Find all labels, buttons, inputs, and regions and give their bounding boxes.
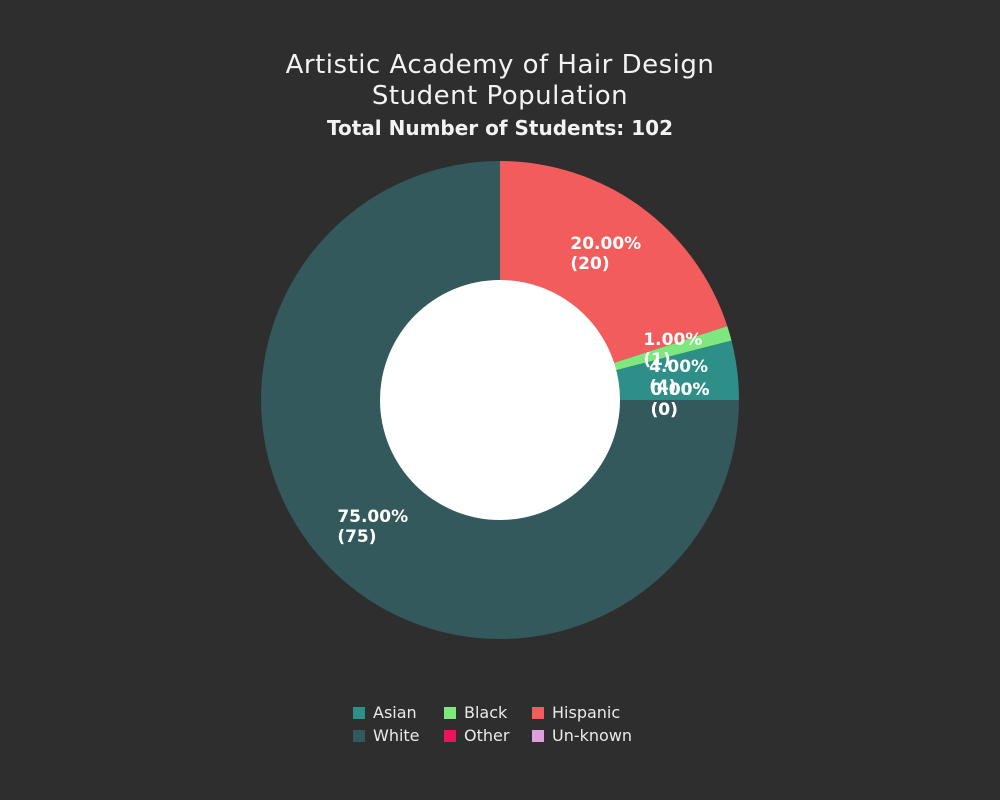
legend: Asian Black Hispanic White Other Un-known — [353, 701, 632, 747]
legend-item-hispanic: Hispanic — [532, 702, 632, 722]
legend-label: Asian — [373, 702, 417, 722]
legend-label: Other — [464, 725, 510, 745]
legend-item-un-known: Un-known — [532, 725, 633, 745]
chart-title-line1: Artistic Academy of Hair Design — [285, 50, 715, 80]
legend-label: Black — [464, 702, 508, 722]
legend-swatch — [444, 706, 456, 719]
legend-swatch — [353, 706, 365, 719]
legend-swatch — [532, 729, 544, 742]
legend-item-black: Black — [444, 702, 532, 722]
legend-label: White — [373, 725, 420, 745]
chart-title-line2: Student Population — [371, 81, 629, 111]
legend-label: Un-known — [552, 725, 633, 745]
chart-subtitle-total: Total Number of Students: 102 — [326, 116, 674, 140]
legend-item-white: White — [353, 725, 444, 745]
chart-header: Artistic Academy of Hair Design Student … — [0, 50, 1000, 140]
donut-hole — [380, 280, 620, 520]
legend-label: Hispanic — [552, 702, 621, 722]
legend-item-other: Other — [444, 725, 532, 745]
legend-item-asian: Asian — [353, 702, 444, 722]
legend-swatch — [444, 729, 456, 742]
legend-swatch — [532, 706, 544, 719]
legend-swatch — [353, 729, 365, 742]
